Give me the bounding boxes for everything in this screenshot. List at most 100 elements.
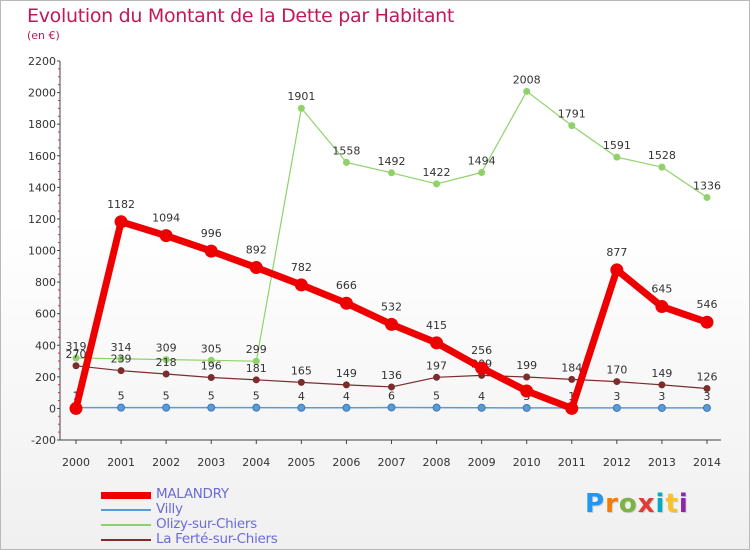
data-label-0: 1182 bbox=[107, 198, 135, 211]
data-label-0: 546 bbox=[696, 298, 717, 311]
data-label-1: 3 bbox=[658, 390, 665, 403]
x-tick-label: 2012 bbox=[603, 456, 631, 469]
data-label-3: 184 bbox=[561, 361, 582, 374]
logo-letter: o bbox=[618, 489, 638, 519]
data-label-0: 877 bbox=[606, 246, 627, 259]
data-point-2 bbox=[72, 354, 80, 362]
data-point-2 bbox=[658, 163, 666, 171]
y-tick-label: -200 bbox=[31, 434, 56, 447]
data-label-0: 415 bbox=[426, 319, 447, 332]
x-tick-label: 2006 bbox=[332, 456, 360, 469]
data-point-1 bbox=[432, 403, 441, 412]
data-label-2: 314 bbox=[111, 341, 132, 354]
data-point-2 bbox=[703, 193, 711, 201]
data-label-2: 1422 bbox=[423, 166, 451, 179]
x-tick-label: 2010 bbox=[513, 456, 541, 469]
legend-label-laferte: La Ferté-sur-Chiers bbox=[156, 531, 278, 547]
data-label-3: 218 bbox=[156, 356, 177, 369]
data-point-0 bbox=[430, 336, 444, 350]
chart-subtitle: (en €) bbox=[27, 29, 60, 42]
data-point-3 bbox=[523, 373, 531, 381]
data-point-3 bbox=[117, 367, 125, 375]
logo-letter: P bbox=[585, 489, 606, 519]
data-label-1: 4 bbox=[298, 390, 305, 403]
data-point-1 bbox=[162, 403, 171, 412]
data-point-0 bbox=[294, 278, 308, 292]
data-point-0 bbox=[204, 244, 218, 258]
data-label-1: 4 bbox=[343, 390, 350, 403]
data-label-3: 170 bbox=[606, 364, 627, 377]
data-point-2 bbox=[433, 180, 441, 188]
data-label-3: 149 bbox=[336, 367, 357, 380]
data-point-0 bbox=[475, 361, 489, 375]
data-label-2: 305 bbox=[201, 342, 222, 355]
data-label-3: 270 bbox=[66, 348, 87, 361]
data-point-3 bbox=[207, 373, 215, 381]
data-point-0 bbox=[339, 296, 353, 310]
data-label-0: 1094 bbox=[152, 212, 180, 225]
legend-label-villy: Villy bbox=[156, 501, 183, 517]
data-point-2 bbox=[207, 356, 215, 364]
data-label-3: 181 bbox=[246, 362, 267, 375]
x-tick-label: 2011 bbox=[558, 456, 586, 469]
data-point-1 bbox=[612, 403, 621, 412]
data-point-3 bbox=[72, 362, 80, 370]
y-tick-label: 2200 bbox=[28, 55, 56, 68]
data-point-3 bbox=[613, 378, 621, 386]
y-tick-label: 1800 bbox=[28, 118, 56, 131]
data-point-1 bbox=[522, 403, 531, 412]
data-point-0 bbox=[655, 300, 669, 314]
x-tick-label: 2009 bbox=[468, 456, 496, 469]
data-point-1 bbox=[117, 403, 126, 412]
data-point-3 bbox=[658, 381, 666, 389]
data-label-2: 1528 bbox=[648, 149, 676, 162]
data-label-2: 1494 bbox=[468, 154, 496, 167]
y-tick-label: 2000 bbox=[28, 87, 56, 100]
data-point-0 bbox=[610, 263, 624, 277]
data-label-1: 3 bbox=[613, 390, 620, 403]
data-label-1: 5 bbox=[163, 390, 170, 403]
data-point-1 bbox=[477, 403, 486, 412]
data-label-3: 136 bbox=[381, 369, 402, 382]
data-point-2 bbox=[478, 168, 486, 176]
data-point-1 bbox=[387, 403, 396, 412]
data-point-3 bbox=[297, 378, 305, 386]
data-point-0 bbox=[159, 229, 173, 243]
data-point-2 bbox=[252, 357, 260, 365]
data-label-2: 1791 bbox=[558, 108, 586, 121]
data-point-0 bbox=[69, 401, 83, 415]
data-label-2: 1591 bbox=[603, 139, 631, 152]
data-point-1 bbox=[252, 403, 261, 412]
data-label-3: 239 bbox=[111, 353, 132, 366]
logo-letter: t bbox=[665, 489, 679, 519]
data-point-3 bbox=[433, 373, 441, 381]
y-tick-label: 600 bbox=[35, 308, 56, 321]
data-label-3: 199 bbox=[516, 359, 537, 372]
x-tick-label: 2014 bbox=[693, 456, 721, 469]
data-label-2: 299 bbox=[246, 343, 267, 356]
data-point-3 bbox=[252, 376, 260, 384]
data-label-0: 532 bbox=[381, 300, 402, 313]
data-point-2 bbox=[523, 87, 531, 95]
data-label-1: 6 bbox=[388, 389, 395, 402]
data-label-0: 256 bbox=[471, 344, 492, 357]
legend-swatch-villy bbox=[101, 509, 151, 511]
data-point-3 bbox=[342, 381, 350, 389]
data-point-0 bbox=[520, 384, 534, 398]
data-point-2 bbox=[387, 169, 395, 177]
data-label-3: 165 bbox=[291, 364, 312, 377]
logo-letter: i bbox=[655, 489, 666, 519]
legend-swatch-malandry bbox=[101, 491, 151, 499]
y-tick-label: 400 bbox=[35, 339, 56, 352]
data-point-0 bbox=[114, 215, 128, 229]
x-tick-label: 2007 bbox=[377, 456, 405, 469]
data-label-2: 2008 bbox=[513, 73, 541, 86]
x-tick-label: 2004 bbox=[242, 456, 270, 469]
data-point-3 bbox=[387, 383, 395, 391]
x-tick-label: 2008 bbox=[423, 456, 451, 469]
data-point-3 bbox=[162, 370, 170, 378]
data-label-1: 5 bbox=[118, 390, 125, 403]
data-point-3 bbox=[568, 375, 576, 383]
data-label-1: 4 bbox=[478, 390, 485, 403]
